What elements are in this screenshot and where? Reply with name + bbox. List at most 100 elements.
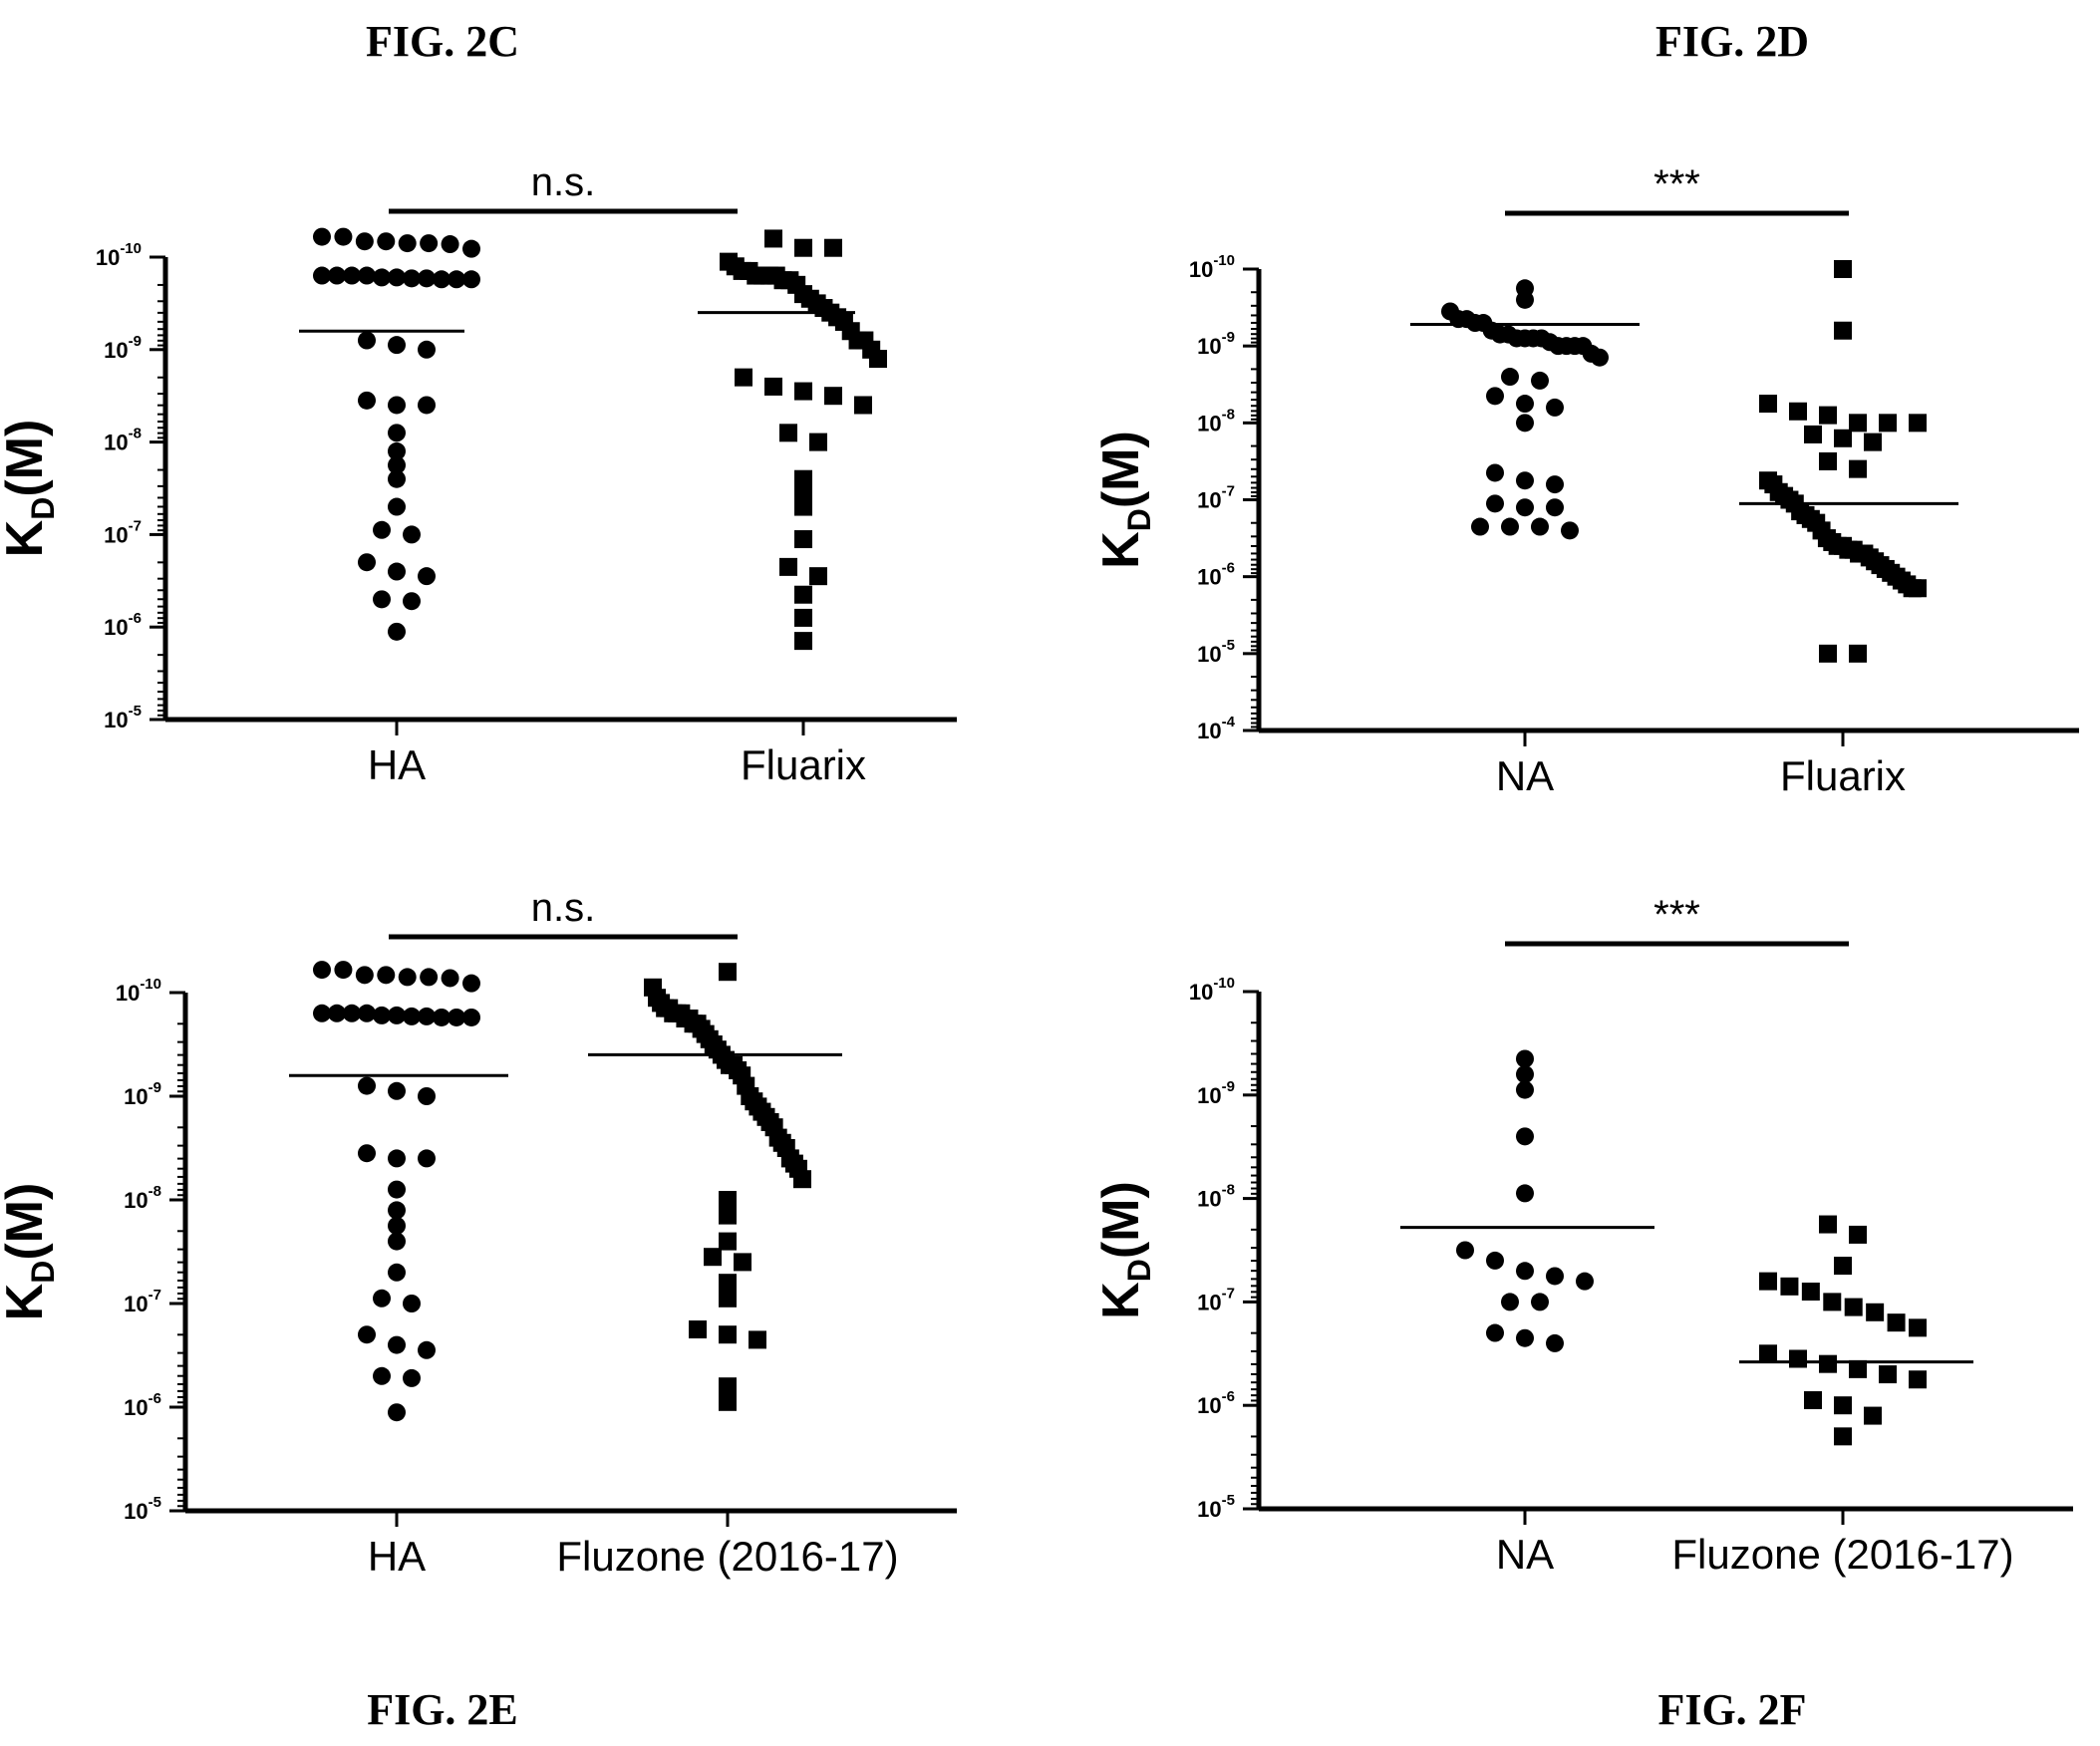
- data-point-circle: [373, 268, 391, 287]
- chart-2e: 10-10 10-9 10-8 10-7 10-6 10-5 KD(M) HA Fluzone …: [0, 886, 957, 1580]
- data-point-square: [719, 1191, 737, 1209]
- data-point-circle: [388, 1263, 406, 1282]
- data-point-circle: [418, 396, 436, 415]
- data-point-circle: [388, 1335, 406, 1354]
- data-point-square: [794, 469, 812, 488]
- data-point-circle: [462, 974, 480, 993]
- data-point-circle: [1516, 1262, 1534, 1281]
- data-point-square: [735, 368, 752, 387]
- data-point-circle: [388, 424, 406, 442]
- y-tick-label: 10-10: [96, 240, 142, 270]
- data-point-circle: [403, 1368, 421, 1387]
- data-point-square: [1834, 1396, 1852, 1415]
- data-point-circle: [1516, 1184, 1534, 1203]
- data-point-square: [824, 387, 842, 406]
- data-point-circle: [1456, 1241, 1474, 1260]
- y-tick-label: 10-10: [116, 976, 161, 1006]
- data-point-circle: [1576, 1272, 1594, 1291]
- data-point-circle: [388, 1081, 406, 1100]
- data-point-circle: [418, 1149, 436, 1168]
- data-point-circle: [313, 961, 331, 980]
- data-point-circle: [418, 340, 436, 359]
- data-point-square: [1789, 402, 1807, 421]
- data-point-circle: [418, 1087, 436, 1105]
- data-point-circle: [1486, 1323, 1504, 1342]
- data-point-circle: [358, 1144, 376, 1163]
- data-point-square: [1909, 579, 1927, 598]
- x-category-label: Fluarix: [1780, 752, 1906, 799]
- data-point-circle: [1532, 329, 1551, 348]
- x-category-label: Fluarix: [741, 741, 866, 788]
- data-point-square: [1819, 406, 1837, 425]
- data-point-circle: [418, 1007, 436, 1025]
- data-point-square: [719, 1325, 737, 1344]
- data-point-circle: [1531, 371, 1549, 390]
- chart-2c: 10-10 10-9 10-8 10-7 10-6 10-5 KD(M) HA Fluarix n…: [0, 160, 957, 788]
- data-point-square: [794, 585, 812, 604]
- data-point-circle: [388, 1403, 406, 1422]
- x-category-label: Fluzone (2016-17): [556, 1533, 898, 1580]
- data-point-square: [1879, 1365, 1897, 1384]
- data-point-square: [1849, 1359, 1867, 1378]
- data-point-square: [749, 1330, 766, 1349]
- data-point-circle: [403, 1295, 421, 1312]
- data-point-square: [794, 608, 812, 627]
- data-point-square: [793, 1170, 811, 1189]
- data-point-circle: [373, 520, 391, 539]
- data-point-square: [1879, 414, 1897, 433]
- y-tick-label: 10-9: [1197, 1078, 1235, 1108]
- data-point-circle: [1516, 1328, 1534, 1347]
- y-tick-label: 10-9: [104, 333, 142, 363]
- data-point-circle: [388, 562, 406, 581]
- y-tick-label: 10-8: [1197, 406, 1235, 436]
- data-point-circle: [398, 968, 417, 987]
- figure-label-2c: FIG. 2C: [366, 17, 519, 66]
- data-point-circle: [334, 227, 353, 246]
- data-point-circle: [403, 592, 421, 611]
- data-point-square: [1780, 1277, 1799, 1296]
- data-point-square: [719, 1377, 737, 1396]
- data-point-square: [1834, 260, 1852, 278]
- data-point-square: [1789, 1349, 1807, 1368]
- data-point-circle: [388, 1006, 406, 1024]
- data-point-square: [1887, 1313, 1906, 1332]
- data-point-circle: [343, 1004, 361, 1022]
- data-point-square: [719, 1206, 737, 1225]
- data-point-square: [794, 632, 812, 651]
- data-point-square: [794, 483, 812, 502]
- y-tick-label: 10-8: [124, 1183, 161, 1213]
- data-point-circle: [418, 1340, 436, 1359]
- data-point-circle: [420, 234, 439, 253]
- data-point-circle: [1486, 1251, 1504, 1270]
- data-point-square: [869, 350, 887, 369]
- data-point-circle: [441, 235, 459, 254]
- data-point-square: [1844, 1298, 1863, 1316]
- data-point-square: [794, 497, 812, 516]
- y-tick-label: 10-6: [104, 610, 142, 640]
- figure-label-2e: FIG. 2E: [367, 1685, 518, 1734]
- data-point-circle: [373, 1366, 391, 1385]
- y-tick-label: 10-8: [1197, 1182, 1235, 1212]
- data-point-circle: [462, 239, 480, 258]
- data-point-circle: [388, 268, 406, 287]
- data-point-circle: [1499, 325, 1518, 344]
- data-point-circle: [1516, 498, 1534, 517]
- data-point-circle: [1516, 1065, 1534, 1084]
- y-tick-label: 10-9: [1197, 329, 1235, 359]
- y-tick-label: 10-6: [124, 1390, 161, 1420]
- data-point-circle: [313, 1004, 331, 1022]
- y-tick-label: 10-6: [1197, 560, 1235, 590]
- data-point-circle: [1486, 463, 1504, 482]
- data-point-circle: [373, 590, 391, 609]
- data-point-circle: [358, 1076, 376, 1095]
- data-point-circle: [358, 1325, 376, 1344]
- data-point-circle: [418, 567, 436, 586]
- y-tick-label: 10-8: [104, 426, 142, 455]
- chart-2d: 10-10 10-9 10-8 10-7 10-6 10-5 10-4 KD(M) NA Flua…: [1092, 162, 2079, 799]
- data-point-circle: [355, 232, 374, 251]
- data-point-square: [1823, 1293, 1842, 1311]
- data-point-circle: [343, 266, 361, 285]
- data-point-square: [1909, 1370, 1927, 1389]
- data-point-square: [1864, 1406, 1882, 1425]
- data-point-square: [1819, 644, 1837, 663]
